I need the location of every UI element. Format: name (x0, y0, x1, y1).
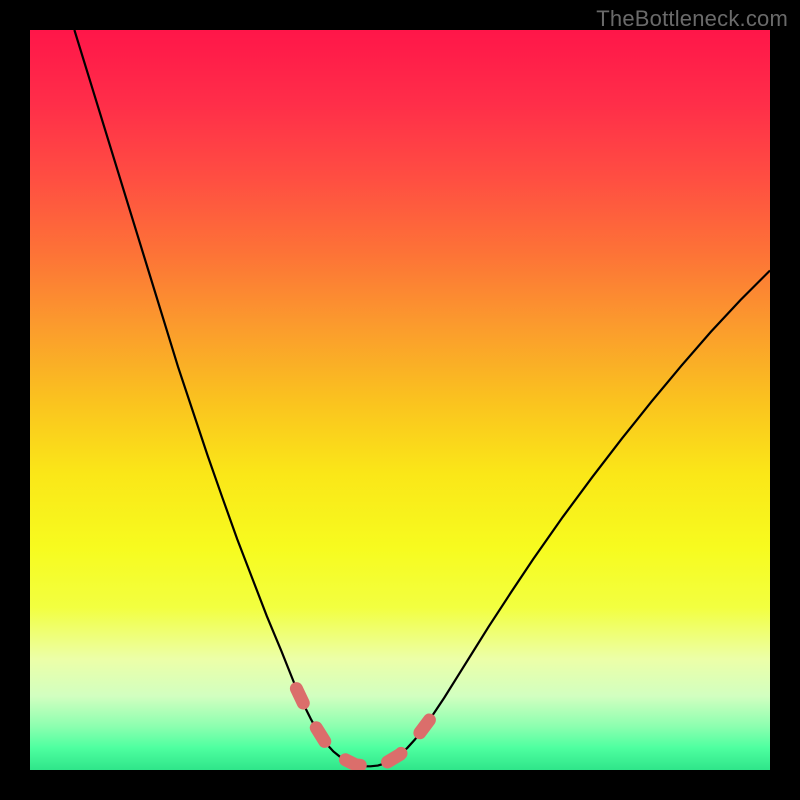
chart-background (30, 30, 770, 770)
chart-svg (30, 30, 770, 770)
bottleneck-curve-chart (30, 30, 770, 770)
watermark-text: TheBottleneck.com (596, 6, 788, 32)
